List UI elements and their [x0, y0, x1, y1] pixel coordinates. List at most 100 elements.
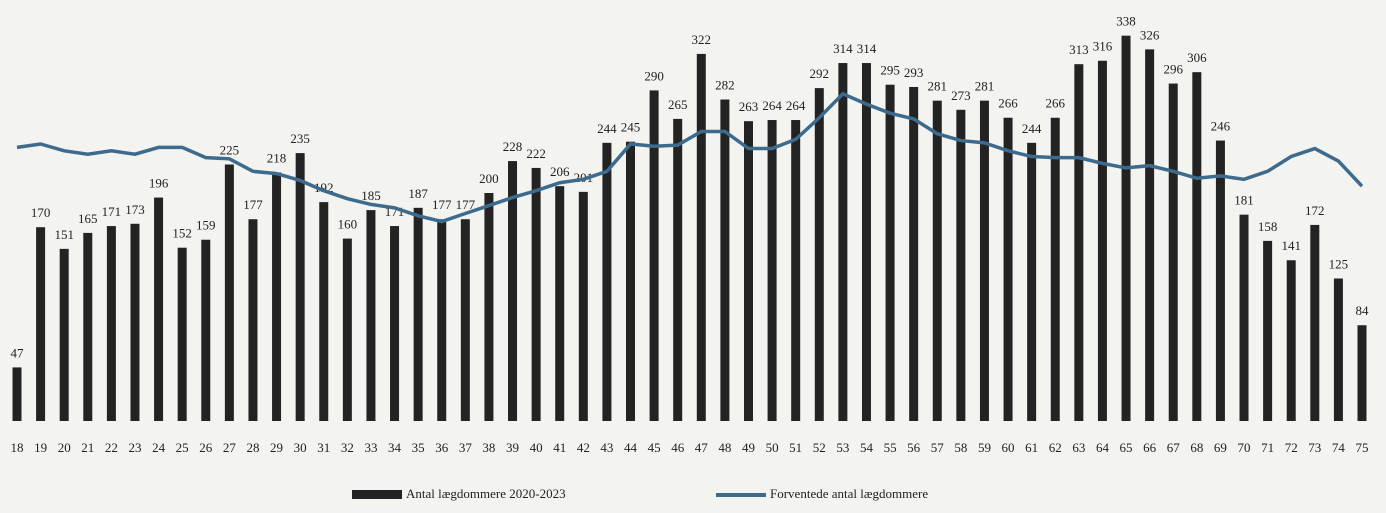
x-tick-label: 24 [152, 440, 166, 455]
x-tick-label: 55 [884, 440, 897, 455]
bar [1192, 72, 1202, 421]
x-tick-label: 39 [506, 440, 519, 455]
data-label: 264 [786, 98, 806, 113]
x-tick-label: 49 [742, 440, 755, 455]
bar [838, 63, 848, 421]
data-label: 313 [1069, 42, 1089, 57]
data-label: 295 [880, 63, 900, 78]
data-label: 314 [857, 41, 877, 56]
x-tick-label: 74 [1332, 440, 1346, 455]
data-label: 225 [220, 142, 240, 157]
legend-label: Forventede antal lægdommere [770, 486, 928, 501]
bar [932, 100, 942, 421]
data-label: 141 [1281, 238, 1301, 253]
bar [437, 219, 447, 421]
data-label: 266 [998, 96, 1018, 111]
data-label: 228 [503, 139, 523, 154]
x-tick-label: 56 [907, 440, 921, 455]
data-label: 245 [621, 120, 641, 135]
bar [814, 88, 824, 422]
x-tick-label: 75 [1356, 440, 1369, 455]
x-tick-label: 47 [695, 440, 709, 455]
data-label: 160 [338, 217, 358, 232]
bar [673, 118, 683, 422]
bar [248, 219, 258, 421]
data-label: 152 [172, 226, 192, 241]
data-label: 338 [1116, 14, 1136, 29]
bar [1074, 64, 1084, 422]
data-label: 265 [668, 97, 688, 112]
bar [390, 226, 400, 421]
x-tick-label: 31 [317, 440, 330, 455]
x-tick-label: 50 [766, 440, 779, 455]
data-label: 235 [290, 131, 310, 146]
x-tick-label: 33 [364, 440, 377, 455]
bar [531, 167, 541, 421]
bar [12, 367, 22, 421]
bar [1003, 117, 1013, 421]
x-tick-label: 54 [860, 440, 874, 455]
x-tick-label: 63 [1072, 440, 1085, 455]
data-label: 185 [361, 188, 381, 203]
bar [767, 120, 777, 421]
x-tick-label: 32 [341, 440, 354, 455]
x-tick-label: 30 [294, 440, 307, 455]
bar [484, 193, 494, 421]
bar [295, 153, 305, 421]
data-label: 322 [692, 32, 712, 47]
data-label: 244 [1022, 121, 1042, 136]
x-tick-label: 28 [246, 440, 259, 455]
bar [1239, 214, 1249, 421]
legend-label: Antal lægdommere 2020-2023 [406, 486, 566, 501]
x-tick-label: 40 [530, 440, 543, 455]
bar [1027, 142, 1037, 421]
bar [602, 142, 612, 421]
x-tick-label: 46 [671, 440, 685, 455]
data-label: 222 [526, 146, 546, 161]
bar [1286, 260, 1296, 421]
x-tick-label: 45 [648, 440, 661, 455]
bar [861, 63, 871, 421]
x-tick-label: 73 [1308, 440, 1321, 455]
x-tick-label: 36 [435, 440, 449, 455]
data-label: 218 [267, 150, 287, 165]
data-label: 264 [762, 98, 782, 113]
x-tick-label: 18 [11, 440, 24, 455]
data-label: 158 [1258, 219, 1278, 234]
data-label: 266 [1045, 96, 1065, 111]
bar [83, 232, 93, 421]
x-tick-label: 57 [931, 440, 945, 455]
x-tick-label: 35 [412, 440, 425, 455]
x-tick-label: 22 [105, 440, 118, 455]
bar [460, 219, 470, 421]
line [16, 91, 1364, 224]
x-tick-label: 19 [34, 440, 47, 455]
bar [1215, 140, 1225, 421]
bar [366, 210, 376, 421]
data-label: 326 [1140, 27, 1160, 42]
data-label: 177 [456, 197, 476, 212]
x-tick-label: 59 [978, 440, 991, 455]
bar [791, 120, 801, 421]
data-label: 47 [11, 345, 25, 360]
bar [1263, 240, 1273, 421]
bar [413, 207, 423, 421]
bar [979, 100, 989, 421]
bar [1097, 60, 1107, 421]
bar [1333, 278, 1343, 421]
bar [1050, 117, 1060, 421]
data-label: 281 [928, 79, 948, 94]
x-tick-label: 68 [1190, 440, 1203, 455]
x-tick-label: 70 [1238, 440, 1251, 455]
bar [342, 238, 352, 421]
bar [696, 53, 706, 422]
bar [1121, 35, 1131, 422]
data-label: 84 [1356, 303, 1370, 318]
x-tick-label: 61 [1025, 440, 1038, 455]
bar [909, 86, 919, 421]
data-label: 187 [408, 186, 428, 201]
bar [578, 191, 588, 421]
data-label: 177 [432, 197, 452, 212]
x-tick-label: 21 [81, 440, 94, 455]
